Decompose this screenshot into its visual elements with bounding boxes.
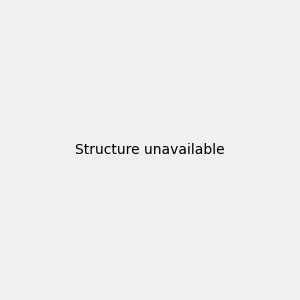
Text: Structure unavailable: Structure unavailable: [75, 143, 225, 157]
